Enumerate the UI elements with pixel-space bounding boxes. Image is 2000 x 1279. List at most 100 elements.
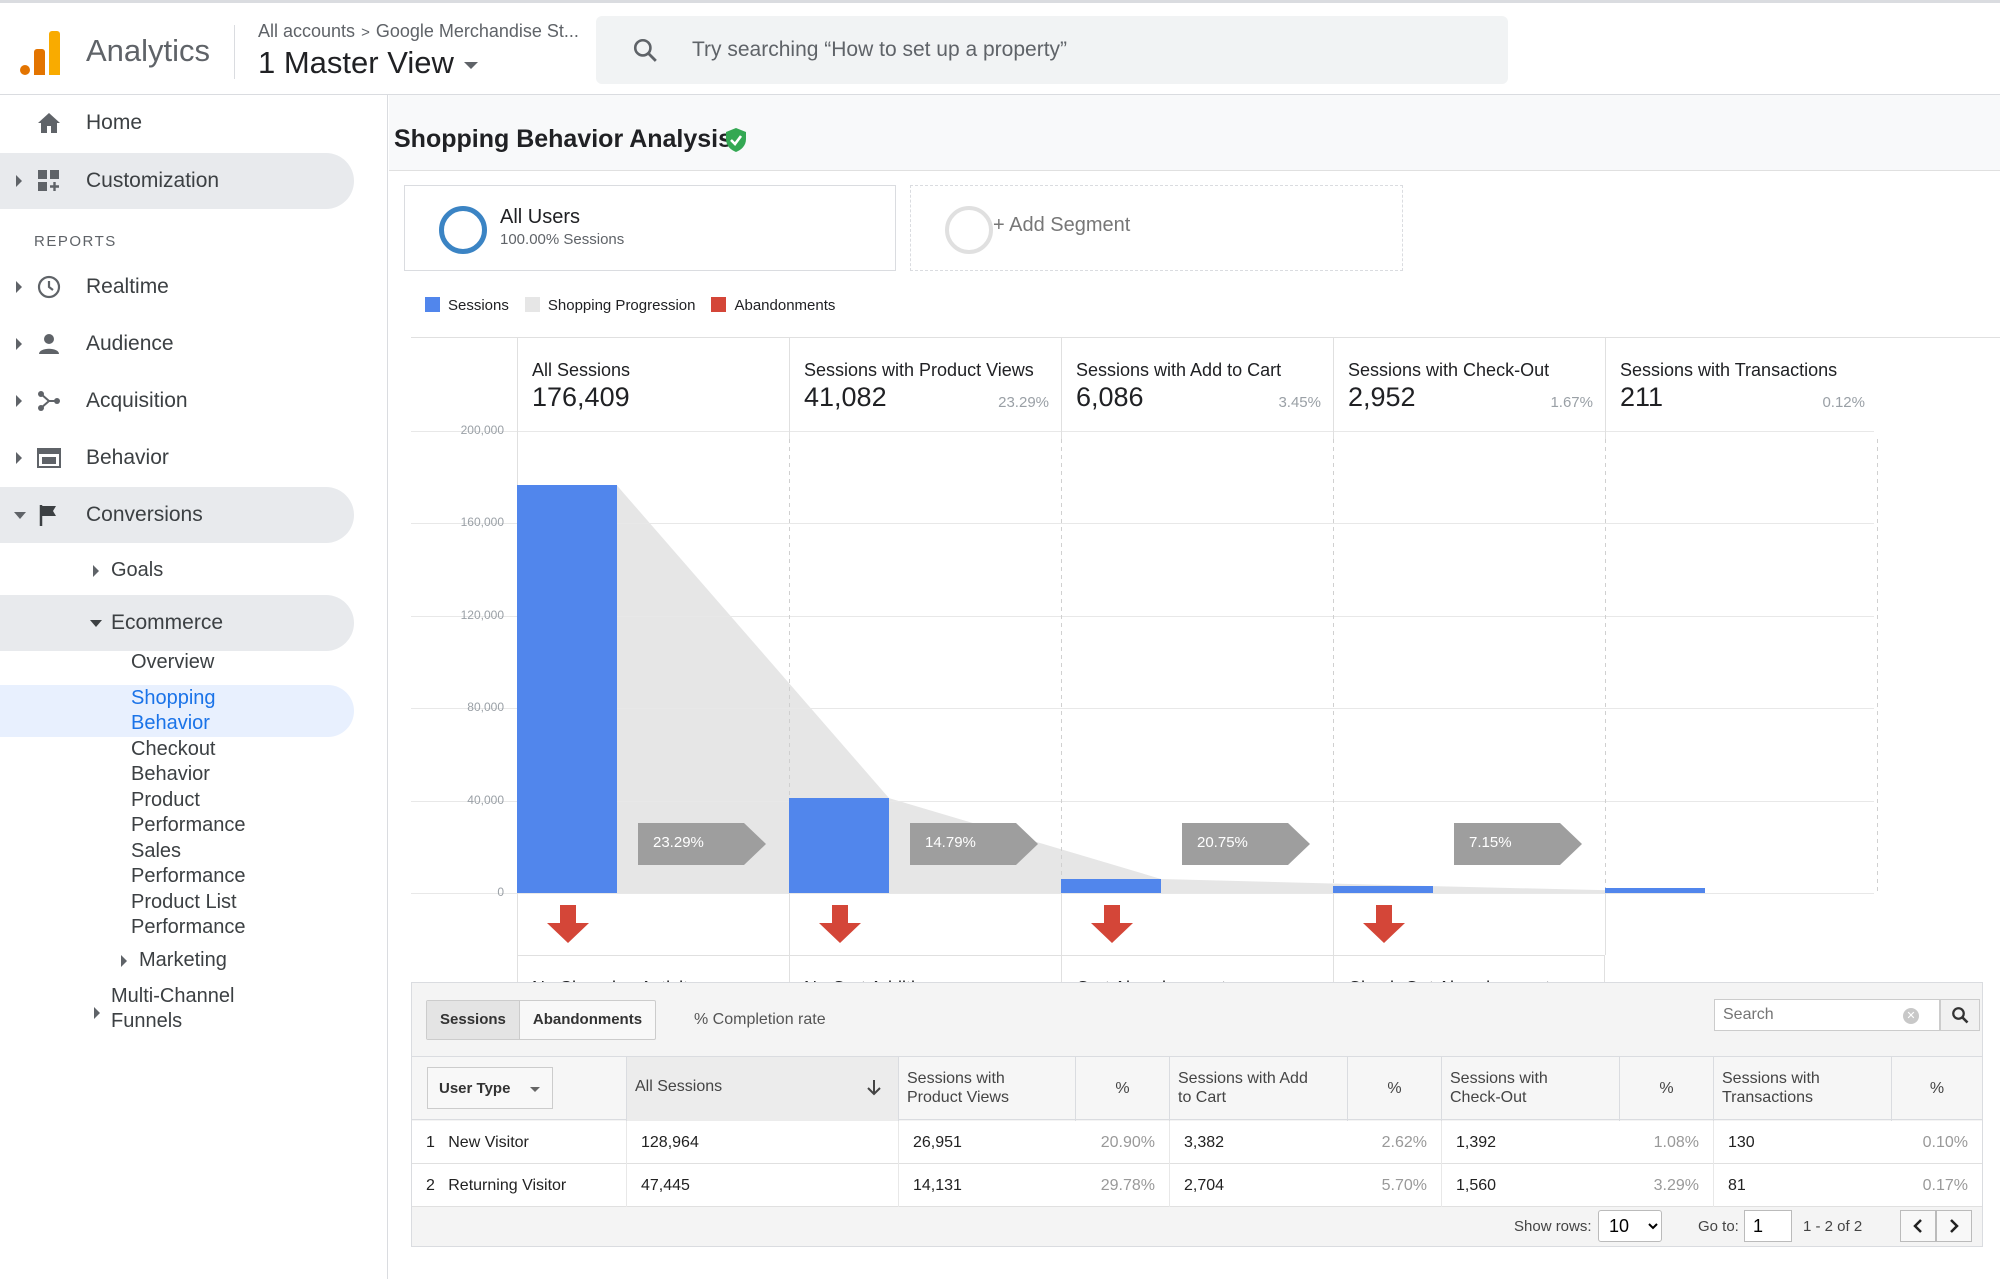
collapse-arrow-icon [14,511,26,519]
breadcrumb-account[interactable]: Google Merchandise St... [375,21,579,41]
col-header-label: All Sessions [635,1078,723,1095]
progression-rate-tag[interactable]: 20.75% [1182,823,1310,865]
page-title: Shopping Behavior Analysis [394,125,733,153]
sidebar-item-label: Product [131,789,200,811]
session-bar[interactable] [1061,878,1161,893]
cell-pct: 20.90% [1100,1134,1155,1151]
sidebar-item-product-list-performance[interactable]: Product List Performance [131,890,246,940]
funnel-step-header: Sessions with Transactions 211 0.12% [1605,337,1877,439]
sidebar-item-behavior[interactable]: Behavior [0,430,354,486]
sidebar-item-realtime[interactable]: Realtime [0,259,354,315]
reports-section-label: REPORTS [34,233,117,250]
column-divider [1333,439,1334,893]
row-index: 1 [426,1134,435,1151]
sidebar-item-label: Checkout [131,738,216,760]
legend-sessions: Sessions [425,297,509,314]
user-type-dimension-button[interactable]: User Type [427,1067,553,1109]
app-header: Analytics All accounts > Google Merchandis… [0,3,2000,95]
progression-shape [617,485,889,893]
col-header-product-views[interactable]: Sessions with Product Views [898,1057,1075,1121]
progression-rate-tag[interactable]: 23.29% [638,823,766,865]
gridline [411,708,1874,710]
tab-abandonments[interactable]: Abandonments [532,1011,643,1028]
col-header-label: Sessions with [1722,1070,1820,1087]
clear-icon[interactable]: ✕ [1903,1008,1919,1024]
sidebar-item-home[interactable]: Home [0,95,354,151]
next-page-button[interactable] [1936,1210,1972,1242]
col-header-pct[interactable]: % [1347,1057,1441,1121]
session-bar[interactable] [1333,886,1433,893]
goto-page-input[interactable] [1744,1210,1792,1242]
segment-all-users[interactable]: All Users 100.00% Sessions [404,185,896,271]
add-segment-label: + Add Segment [993,214,1131,236]
user-type-link[interactable]: New Visitor [448,1134,529,1151]
view-name: 1 Master View [258,45,454,80]
user-type-link[interactable]: Returning Visitor [448,1177,567,1194]
sidebar-item-acquisition[interactable]: Acquisition [0,373,354,429]
table-search-input[interactable] [1714,999,1940,1031]
top-border [0,0,2000,3]
sidebar-item-label: Acquisition [86,389,188,412]
sidebar-item-overview[interactable]: Overview [131,651,215,673]
search-input[interactable] [692,16,1472,84]
sidebar-item-sales-performance[interactable]: Sales Performance [131,839,246,889]
completion-rate-toggle[interactable]: % Completion rate [694,1011,826,1028]
view-selector[interactable]: 1 Master View [258,45,478,81]
expand-arrow-icon [16,175,22,187]
sidebar-item-label: Performance [131,814,246,836]
col-header-add-to-cart[interactable]: Sessions with Add to Cart [1169,1057,1347,1121]
progression-rate-tag[interactable]: 7.15% [1454,823,1582,865]
session-bar[interactable] [1605,888,1705,893]
expand-arrow-icon [16,281,22,293]
breadcrumb[interactable]: All accounts > Google Merchandise St... [258,21,579,42]
sidebar-item-ecommerce[interactable]: Ecommerce [0,595,354,651]
legend-label: Shopping Progression [547,297,696,314]
breadcrumb-root[interactable]: All accounts [258,21,356,41]
show-rows-select[interactable]: 10 [1598,1210,1662,1242]
col-header-checkout[interactable]: Sessions with Check-Out [1441,1057,1619,1121]
add-segment-button[interactable]: + Add Segment [910,185,1403,271]
abandon-arrow-icon [547,905,589,943]
sidebar-item-product-performance[interactable]: Product Performance [131,788,246,838]
prev-page-button[interactable] [1900,1210,1936,1242]
column-divider [517,893,518,955]
cell-product-views: 26,951 [898,1121,1075,1164]
verified-shield-icon[interactable] [725,127,747,153]
col-header-all-sessions[interactable]: All Sessions [626,1057,898,1121]
col-header-pct[interactable]: % [1619,1057,1713,1121]
col-header-transactions[interactable]: Sessions with Transactions [1713,1057,1891,1121]
caret-down-icon [530,1087,540,1092]
column-divider [1877,439,1878,893]
step-value: 6,086 [1076,382,1144,412]
session-bar[interactable] [789,798,889,893]
col-header-pct[interactable]: % [1075,1057,1169,1121]
session-bar[interactable] [517,485,617,893]
step-value: 176,409 [532,382,630,412]
column-divider [1333,893,1334,955]
sidebar-item-checkout-behavior[interactable]: Checkout Behavior [131,737,216,787]
sidebar-item-audience[interactable]: Audience [0,316,354,372]
sidebar-item-shopping-behavior[interactable]: Shopping Behavior [131,686,216,736]
search-icon [633,38,657,62]
col-header-pct[interactable]: % [1891,1057,1982,1121]
step-name: Sessions with Transactions [1620,360,1838,380]
y-tick-label: 80,000 [467,700,504,715]
sidebar-item-label: Performance [131,916,246,938]
tab-sessions[interactable]: Sessions [427,1001,520,1039]
analytics-logo-icon[interactable] [20,31,60,75]
chevron-right-icon [1950,1219,1959,1233]
collapse-arrow-icon [90,620,102,627]
sidebar-item-customization[interactable]: Customization [0,153,354,209]
cell-checkout: 1,392 [1441,1121,1619,1164]
legend-abandonments: Abandonments [711,297,835,314]
sidebar: Home Customization REPORTS Realtime Audi… [0,95,388,1279]
y-tick-label: 160,000 [460,515,504,530]
col-header-label: Sessions with [907,1070,1005,1087]
search-bar[interactable] [596,16,1508,84]
abandon-arrow-icon [1363,905,1405,943]
table-search-button[interactable] [1940,999,1980,1031]
header-divider [234,25,235,79]
sidebar-item-conversions[interactable]: Conversions [0,487,354,543]
sidebar-item-label: Audience [86,332,174,355]
progression-rate-tag[interactable]: 14.79% [910,823,1038,865]
